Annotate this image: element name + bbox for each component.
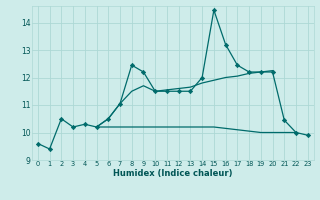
X-axis label: Humidex (Indice chaleur): Humidex (Indice chaleur) <box>113 169 233 178</box>
